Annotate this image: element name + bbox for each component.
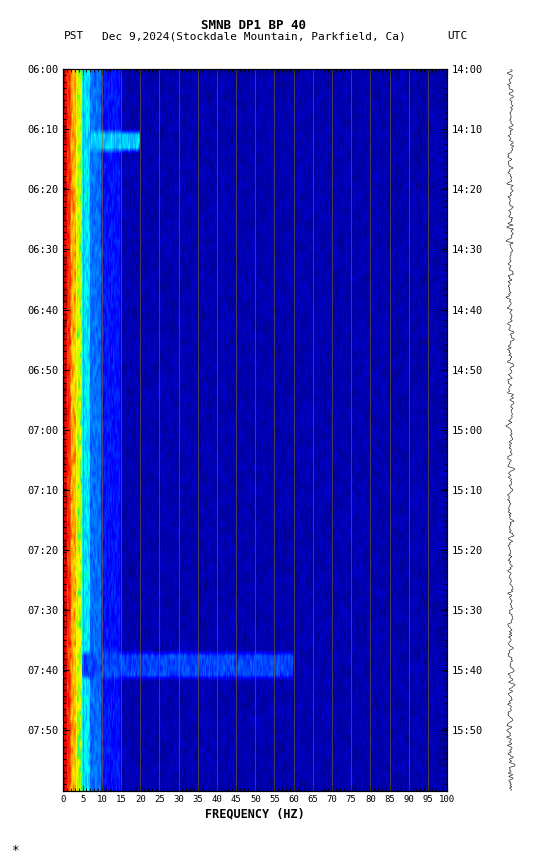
Text: PST: PST [63,31,84,41]
Text: UTC: UTC [447,31,468,41]
Text: *: * [11,843,19,856]
Text: Dec 9,2024(Stockdale Mountain, Parkfield, Ca): Dec 9,2024(Stockdale Mountain, Parkfield… [102,31,406,41]
Text: SMNB DP1 BP 40: SMNB DP1 BP 40 [201,19,306,32]
X-axis label: FREQUENCY (HZ): FREQUENCY (HZ) [205,807,305,820]
